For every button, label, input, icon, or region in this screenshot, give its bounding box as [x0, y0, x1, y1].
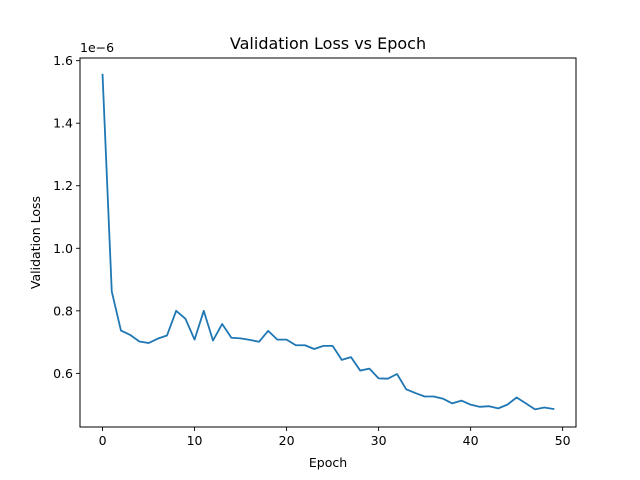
y-axis-offset-label: 1e−6 — [80, 40, 114, 55]
y-axis-ticks: 0.6 0.8 1.0 1.2 1.4 1.6 — [53, 53, 80, 381]
series-layer — [101, 73, 555, 411]
series-line-0 — [101, 73, 555, 411]
y-tick-label: 0.8 — [53, 303, 73, 318]
x-tick-label: 30 — [371, 433, 387, 448]
x-tick-label: 20 — [279, 433, 295, 448]
y-tick-label: 0.6 — [53, 366, 73, 381]
x-tick-label: 10 — [187, 433, 203, 448]
x-tick-label: 50 — [555, 433, 571, 448]
x-tick-label: 0 — [99, 433, 107, 448]
x-axis-label: Epoch — [309, 455, 347, 470]
y-tick-label: 1.2 — [53, 178, 73, 193]
y-tick-label: 1.4 — [53, 116, 73, 131]
y-tick-label: 1.0 — [53, 241, 73, 256]
y-axis-label: Validation Loss — [28, 196, 43, 289]
chart-title: Validation Loss vs Epoch — [230, 34, 426, 53]
plot-area — [80, 58, 576, 427]
x-axis-ticks: 0 10 20 30 40 50 — [99, 427, 571, 448]
x-tick-label: 40 — [463, 433, 479, 448]
y-tick-label: 1.6 — [53, 53, 73, 68]
plot-frame — [79, 57, 577, 428]
